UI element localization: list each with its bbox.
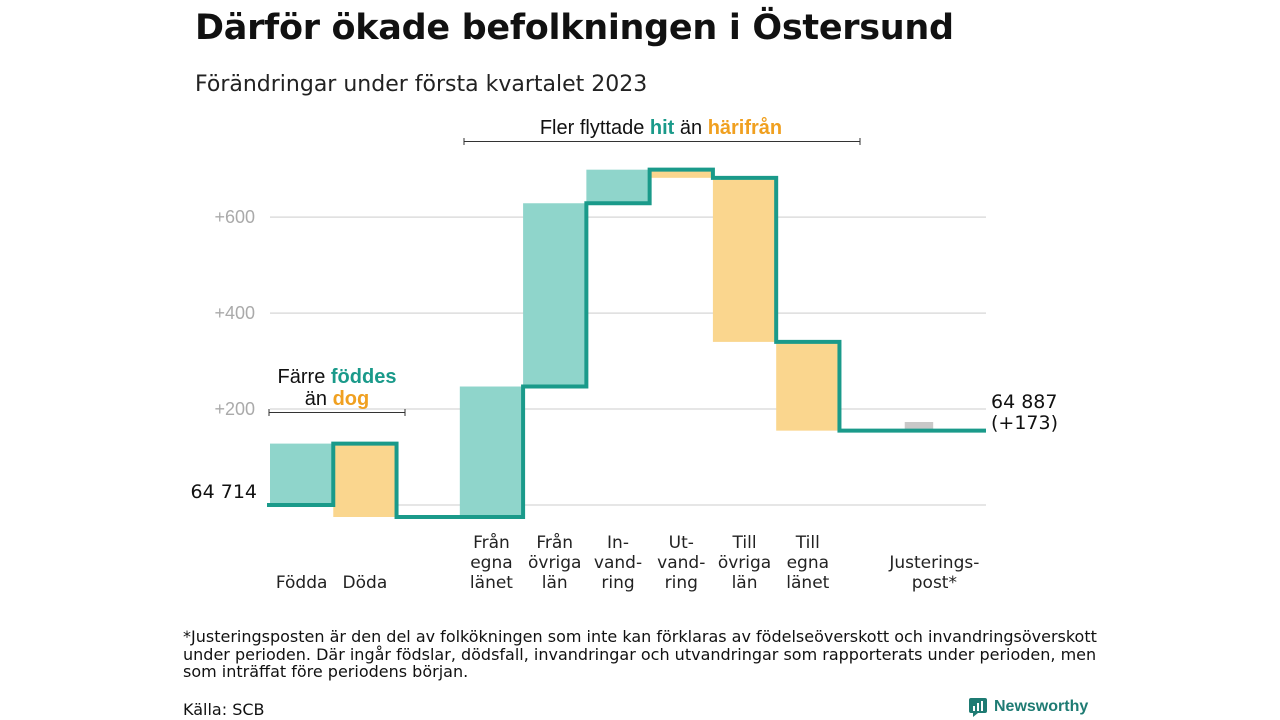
category-label: Döda — [343, 573, 388, 593]
chart-subtitle: Förändringar under första kvartalet 2023 — [195, 72, 648, 97]
bar — [904, 422, 934, 431]
bar — [333, 443, 397, 517]
category-label: Födda — [276, 573, 328, 593]
footnote: *Justeringsposten är den del av folkökni… — [183, 627, 1097, 681]
migration-annotation: Fler flyttade hit än härifrån — [463, 116, 861, 145]
category-label: Från egna länet — [470, 532, 513, 593]
brand-name: Newsworthy — [994, 698, 1089, 715]
births-annotation: Färre föddes än dog — [268, 366, 406, 416]
category-label: Till egna länet — [786, 533, 829, 593]
bar — [270, 443, 334, 506]
bar — [712, 177, 777, 342]
births-annotation-line1: Färre föddes — [278, 366, 397, 388]
end-change-label: (+173) — [991, 412, 1058, 434]
category-label: Ut-vand-ring — [657, 533, 705, 593]
step-line — [267, 167, 986, 519]
bar — [776, 341, 840, 431]
births-bracket — [268, 409, 406, 416]
category-label: Från övriga län — [528, 532, 581, 593]
category-label: In-vand-ring — [594, 533, 642, 593]
bar — [586, 169, 650, 204]
y-tick-label: +200 — [214, 399, 255, 419]
bar — [523, 203, 587, 387]
bar — [459, 386, 524, 517]
category-label: Justerings-post* — [888, 553, 979, 593]
bars — [270, 169, 934, 517]
y-tick-label: +400 — [214, 303, 255, 323]
y-tick-label: +600 — [214, 207, 255, 227]
migration-annotation-text: Fler flyttade hit än härifrån — [540, 116, 782, 139]
chart-title: Därför ökade befolkningen i Östersund — [195, 8, 954, 48]
category-labels: Födda Döda Från egna länet Från övriga län In-va… — [276, 532, 980, 593]
end-value-label: 64 887 — [991, 391, 1057, 413]
migration-bracket — [463, 138, 861, 145]
bar — [649, 169, 713, 178]
newsworthy-logo-icon — [969, 698, 987, 717]
category-label: Till övriga län — [718, 533, 771, 593]
step-line-group — [267, 167, 986, 519]
brand[interactable]: Newsworthy — [968, 697, 1088, 717]
births-annotation-line2: än dog — [305, 388, 369, 410]
source-label: Källa: SCB — [183, 700, 265, 719]
start-value-label: 64 714 — [191, 481, 257, 503]
waterfall-chart: +200 +400 +600 Födda Döda Från egna länet Från ö… — [191, 116, 1059, 593]
